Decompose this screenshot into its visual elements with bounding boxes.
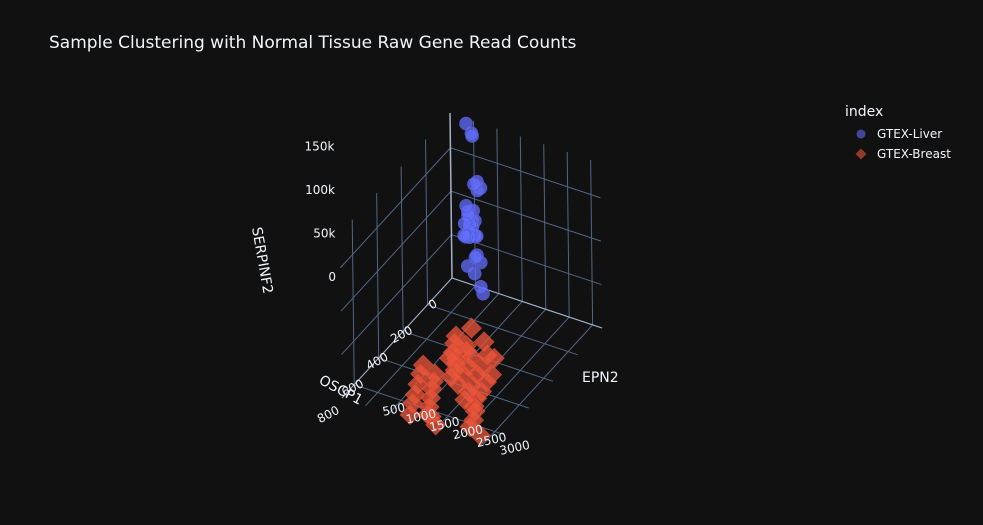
y-tick-label: 1500 [428, 414, 461, 434]
back-wall-gridline-z [450, 147, 601, 199]
back-wall-gridline-y [519, 136, 523, 302]
liver-point [460, 259, 475, 273]
breast-point [461, 317, 482, 339]
x-tick-label: 0 [426, 296, 439, 312]
liver-point [465, 129, 479, 143]
liver-point [459, 116, 473, 131]
side-wall-gridline-z [341, 234, 452, 355]
breast-point [417, 403, 439, 425]
z-tick-label: 50k [313, 227, 335, 241]
x-tick-label: 200 [388, 323, 415, 346]
side-wall-gridline-x [351, 219, 355, 385]
back-wall-gridline-y [543, 144, 547, 310]
x-tick-label: 800 [315, 403, 342, 426]
liver-point [468, 250, 483, 265]
x-tick-label: 400 [364, 350, 391, 373]
breast-point [454, 389, 476, 411]
y-tick-label: 3000 [498, 438, 531, 458]
z-tick-label: 100k [305, 183, 335, 197]
side-wall-gridline-x [376, 192, 380, 359]
y-tick-label: 1000 [405, 407, 438, 427]
side-wall-gridline-z [340, 147, 451, 269]
points-layer [399, 116, 505, 446]
side-wall-gridline-x [400, 166, 404, 332]
y-axis-title: EPN2 [582, 370, 619, 386]
liver-point [457, 216, 472, 231]
z-tick-label: 150k [305, 140, 335, 154]
circle-marker-icon [845, 129, 877, 139]
side-wall-gridline-x [425, 139, 429, 305]
back-wall-gridline-y [566, 152, 570, 318]
back-wall-gridline-z [450, 190, 602, 242]
side-wall-gridline-z [340, 190, 452, 312]
legend-item-gtex-breast[interactable]: GTEX-Breast [845, 144, 951, 164]
z-tick-label: 0 [328, 270, 336, 284]
y-tick-label: 2000 [451, 422, 484, 442]
legend-label: GTEX-Liver [877, 127, 943, 141]
legend-title: index [845, 104, 884, 120]
legend: index GTEX-Liver GTEX-Breast [845, 104, 951, 164]
breast-point [399, 404, 421, 426]
back-wall-gridline-y [590, 159, 594, 325]
chart-title: Sample Clustering with Normal Tissue Raw… [49, 33, 577, 53]
z-axis-title: SERPINF2 [248, 226, 275, 295]
y-tick-label: 500 [381, 400, 406, 418]
back-wall-gridline-y [496, 128, 500, 294]
breast-point [438, 347, 460, 369]
y-tick-label: 2500 [475, 430, 508, 450]
breast-point [459, 416, 481, 438]
liver-point [467, 177, 481, 191]
legend-item-gtex-liver[interactable]: GTEX-Liver [845, 124, 951, 144]
liver-point [459, 198, 473, 213]
floor-gridline-y [365, 285, 476, 407]
diamond-marker-icon [845, 148, 877, 160]
liver-point [457, 228, 471, 243]
box-edge-x [341, 277, 453, 399]
breast-point [473, 331, 495, 353]
floor-gridline-x [427, 304, 578, 356]
legend-label: GTEX-Breast [877, 147, 951, 161]
box-edge-vertical [449, 112, 453, 279]
floor-gridline-y [482, 324, 593, 446]
liver-point [473, 280, 488, 294]
